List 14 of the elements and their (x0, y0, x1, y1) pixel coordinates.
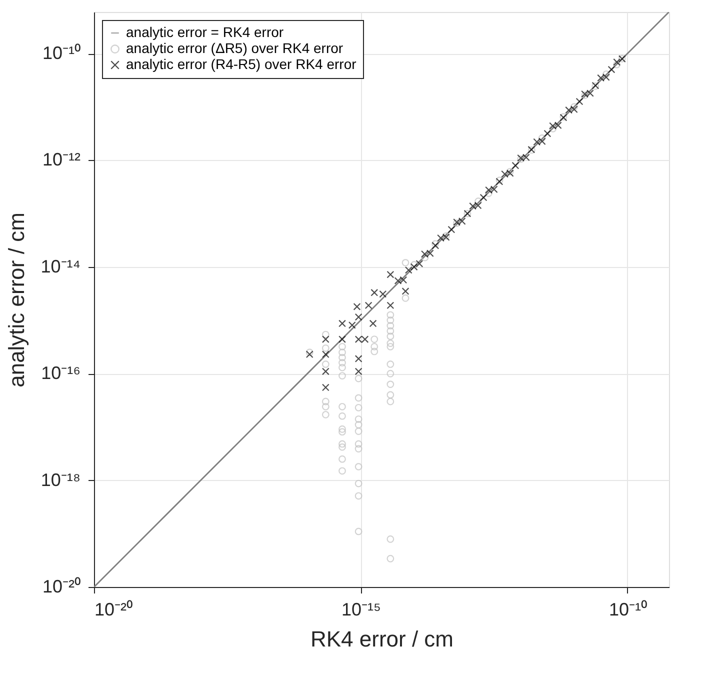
y-tick-label: 10⁻¹⁶ (41, 363, 80, 384)
y-tick-label: 10⁻¹² (42, 150, 80, 170)
legend-label: analytic error (ΔR5) over RK4 error (126, 40, 344, 56)
x-axis-title: RK4 error / cm (310, 626, 454, 652)
x-tick-label: 10⁻¹⁵ (342, 600, 381, 620)
y-tick-label: 10⁻¹⁸ (40, 470, 80, 490)
x-tick-label: 10⁻¹⁰ (608, 600, 647, 620)
y-tick-label: 10⁻¹⁰ (42, 43, 80, 64)
x-tick-label: 10⁻²⁰ (94, 600, 133, 620)
y-tick-label: 10⁻¹⁴ (40, 256, 80, 276)
legend-label: analytic error = RK4 error (126, 24, 284, 40)
y-tick-label: 10⁻²⁰ (42, 576, 80, 596)
legend-label: analytic error (R4-R5) over RK4 error (126, 56, 357, 72)
y-axis-title: analytic error / cm (4, 212, 29, 388)
